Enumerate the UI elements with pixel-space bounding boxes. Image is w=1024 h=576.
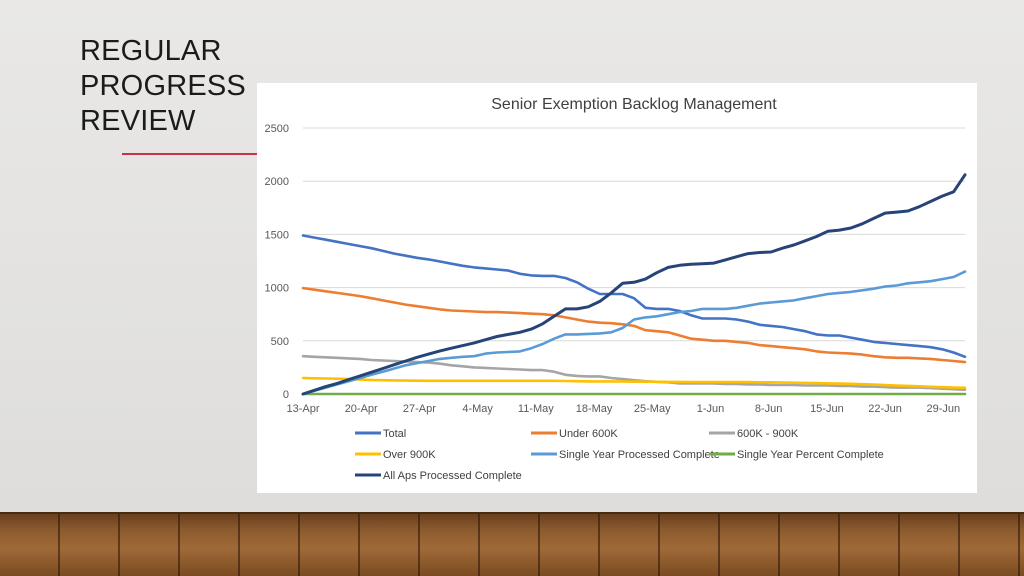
legend-label: Over 900K [383, 449, 436, 461]
legend-label: Under 600K [559, 428, 618, 440]
x-tick-label: 29-Jun [926, 403, 960, 415]
slide-title: REGULAR PROGRESS REVIEW [80, 34, 260, 139]
series-line-5 [301, 270, 967, 396]
wood-floor [0, 514, 1024, 576]
floor-edge [0, 512, 1024, 515]
x-tick-label: 15-Jun [810, 403, 844, 415]
y-tick-label: 500 [271, 336, 289, 348]
legend-label: Single Year Percent Complete [737, 449, 884, 461]
x-tick-label: 8-Jun [755, 403, 783, 415]
slide-title-line-3: REVIEW [80, 105, 196, 137]
y-tick-label: 2000 [265, 176, 289, 188]
x-tick-label: 22-Jun [868, 403, 902, 415]
series-line-1 [301, 234, 967, 359]
x-tick-label: 25-May [634, 403, 671, 415]
y-tick-label: 2500 [265, 123, 289, 135]
x-tick-label: 4-May [462, 403, 493, 415]
legend-label: All Aps Processed Complete [383, 470, 522, 482]
series-line-3 [301, 354, 967, 392]
series-line-4 [301, 376, 967, 390]
y-tick-label: 1000 [265, 283, 289, 295]
title-accent-rule [122, 153, 258, 155]
x-tick-label: 18-May [576, 403, 613, 415]
y-tick-label: 0 [283, 389, 289, 401]
line-chart: Senior Exemption Backlog Management 0 500… [265, 96, 967, 482]
legend-label: Single Year Processed Complete [559, 449, 720, 461]
x-tick-label: 1-Jun [697, 403, 725, 415]
chart-panel: Senior Exemption Backlog Management 0 500… [257, 83, 977, 493]
x-tick-label: 13-Apr [286, 403, 319, 415]
slide-title-line-2: PROGRESS [80, 70, 246, 102]
legend-label: Total [383, 428, 406, 440]
x-tick-label: 20-Apr [345, 403, 378, 415]
chart-title: Senior Exemption Backlog Management [491, 96, 777, 113]
series-line-7 [301, 173, 967, 396]
x-tick-label: 11-May [518, 403, 554, 415]
x-tick-label: 27-Apr [403, 403, 436, 415]
series-line-2 [301, 286, 967, 364]
legend-label: 600K - 900K [737, 428, 799, 440]
y-tick-label: 1500 [265, 229, 289, 241]
slide-title-line-1: REGULAR [80, 35, 222, 67]
